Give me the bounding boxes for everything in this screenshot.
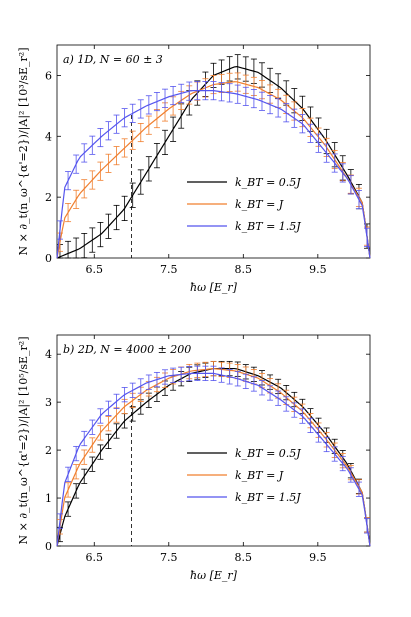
y-tick-label: 0 xyxy=(45,540,52,553)
y-tick-label: 6 xyxy=(45,69,52,82)
legend-label: k_BT = J xyxy=(235,469,284,482)
series-line xyxy=(56,367,371,547)
legend-label: k_BT = 0.5J xyxy=(235,176,301,189)
series-2 xyxy=(56,81,371,259)
x-tick-label: 9.5 xyxy=(309,551,327,564)
series-1 xyxy=(56,360,371,547)
y-tick-label: 3 xyxy=(45,396,52,409)
y-axis-label: N × ∂_t(n_ω^{α'=2})/|A|² [10⁵/sE_r²] xyxy=(17,337,31,545)
x-tick-label: 6.5 xyxy=(86,551,104,564)
x-axis-label: ħω [E_r] xyxy=(190,281,238,294)
y-axis-label: N × ∂_t(n_ω^{α'=2})/|A|² [10³/sE_r²] xyxy=(17,48,31,256)
x-tick-label: 8.5 xyxy=(235,551,253,564)
series-line xyxy=(56,372,371,547)
legend-label: k_BT = 0.5J xyxy=(235,447,301,460)
panel-b: 6.5 7.5 8.5 9.5 0 1 2 3 4 b) 2D, N = 4000 ± 200 k_… xyxy=(17,334,371,582)
y-tick-label: 4 xyxy=(45,130,52,143)
panel-label: a) 1D, N = 60 ± 3 xyxy=(63,53,163,66)
series-0 xyxy=(56,360,371,547)
x-tick-label: 9.5 xyxy=(309,263,327,276)
x-axis-label: ħω [E_r] xyxy=(190,569,238,582)
series-1 xyxy=(56,72,371,259)
legend-label: k_BT = 1.5J xyxy=(235,491,301,504)
legend-label: k_BT = 1.5J xyxy=(235,220,301,233)
legend-label: k_BT = J xyxy=(235,198,284,211)
plot-frame xyxy=(56,44,371,259)
panel-a: 6.5 7.5 8.5 9.5 0 2 4 6 a) 1D, N = 60 ± 3 k_BT = … xyxy=(17,44,371,294)
y-tick-label: 1 xyxy=(45,492,52,505)
x-tick-label: 6.5 xyxy=(86,263,104,276)
x-tick-label: 7.5 xyxy=(160,263,178,276)
series-line xyxy=(56,367,371,547)
y-tick-label: 2 xyxy=(45,444,52,457)
y-tick-label: 0 xyxy=(45,252,52,265)
plot-frame xyxy=(56,334,371,547)
panel-label: b) 2D, N = 4000 ± 200 xyxy=(63,343,191,356)
y-tick-label: 2 xyxy=(45,191,52,204)
series-line xyxy=(56,90,371,259)
x-tick-label: 8.5 xyxy=(235,263,253,276)
series-2 xyxy=(56,365,371,547)
x-tick-label: 7.5 xyxy=(160,551,178,564)
y-tick-label: 4 xyxy=(45,348,52,361)
